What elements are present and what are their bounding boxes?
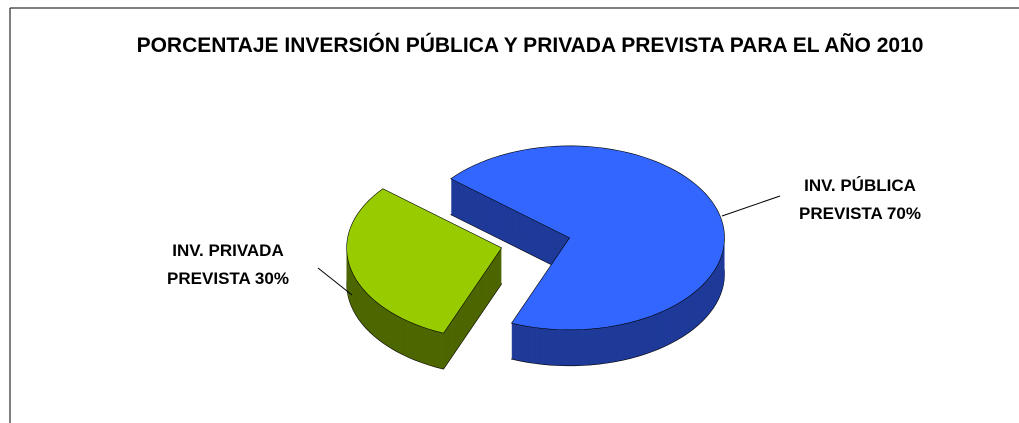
value-label: 30% <box>254 269 289 288</box>
leader-line <box>721 195 781 217</box>
slice <box>450 145 725 331</box>
category-label: INV. PÚBLICA PREVISTA <box>799 176 916 223</box>
data-label: INV. PÚBLICA PREVISTA 70% <box>770 172 950 228</box>
category-label: INV. PRIVADA PREVISTA <box>167 241 284 288</box>
data-label: INV. PRIVADA PREVISTA 30% <box>138 237 318 293</box>
chart-title: PORCENTAJE INVERSIÓN PÚBLICA Y PRIVADA P… <box>136 34 924 57</box>
leader-line <box>317 267 353 296</box>
slice <box>346 188 503 334</box>
value-label: 70% <box>886 204 921 223</box>
